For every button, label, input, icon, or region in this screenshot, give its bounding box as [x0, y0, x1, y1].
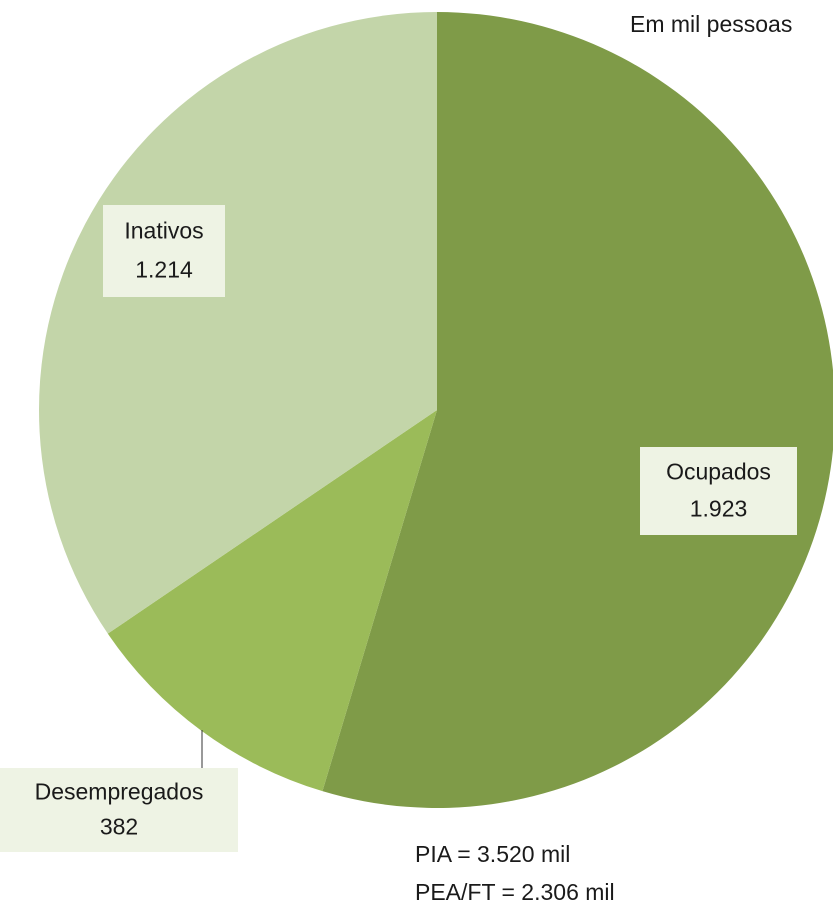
label-box — [103, 205, 225, 297]
value-label: 1.214 — [135, 256, 193, 282]
chart-subtitle: Em mil pessoas — [630, 11, 792, 37]
label-box — [0, 768, 238, 852]
pie-slice — [107, 410, 438, 792]
annotation: PIA = 3.520 mil — [415, 841, 570, 867]
value-label: 1.923 — [690, 495, 748, 521]
slice-label: Ocupados — [666, 458, 771, 484]
label-box — [640, 447, 797, 535]
slice-label: Desempregados — [35, 778, 204, 804]
pie-slice — [38, 12, 438, 634]
slice-label: Inativos — [124, 218, 203, 244]
annotation: PEA/FT = 2.306 mil — [415, 879, 615, 905]
value-label: 382 — [100, 814, 138, 840]
pie — [38, 12, 833, 808]
pie-slice — [322, 12, 833, 808]
